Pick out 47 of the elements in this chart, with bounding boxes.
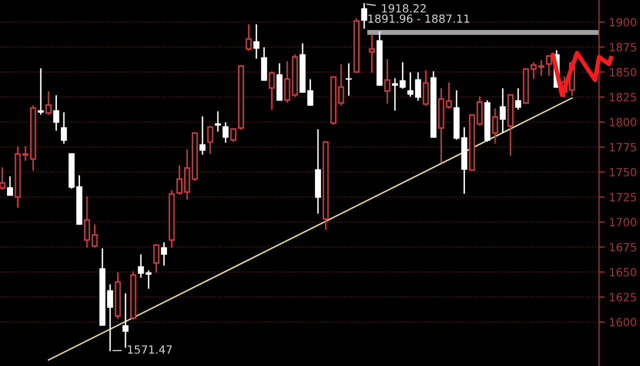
y-tick-label: 1725 (610, 192, 636, 202)
candlestick (230, 128, 236, 142)
y-tick-label: 1825 (610, 92, 636, 102)
candlestick (7, 176, 14, 196)
annotation: 1918.22 (382, 4, 426, 13)
candlestick (492, 108, 498, 144)
candlestick (222, 122, 229, 143)
candlestick (346, 63, 352, 96)
candlestick (307, 79, 314, 106)
y-tick-label: 1700 (610, 218, 636, 226)
y-tick-label: 1775 (610, 143, 636, 152)
candlestick (60, 112, 67, 144)
candlestick (253, 24, 260, 59)
candlestick (538, 60, 544, 76)
candlestick (214, 111, 221, 132)
annotation: 1571.47 (128, 345, 172, 354)
candlestick (261, 47, 268, 81)
candlestick (199, 116, 206, 155)
candlestick (153, 244, 160, 273)
candlestick (207, 126, 214, 154)
candlestick (246, 24, 252, 51)
y-tick-label: 1800 (610, 118, 636, 126)
y-tick-label: 1625 (610, 292, 636, 302)
candlestick (284, 61, 290, 103)
y-tick-label: 1875 (610, 42, 636, 52)
candlestick (446, 82, 452, 109)
y-tick-label: 1900 (610, 18, 636, 26)
y-tick-label: 1850 (610, 68, 636, 76)
y-tick-label: 1650 (610, 268, 636, 276)
candlestick (38, 68, 44, 115)
candlestick (384, 59, 390, 104)
candlestick (422, 70, 429, 106)
candlestick (515, 88, 522, 110)
candlestick (268, 71, 275, 110)
candlestick (53, 95, 60, 131)
candlestick (122, 293, 128, 348)
candlestick (46, 91, 52, 115)
y-tick-label: 1600 (610, 318, 636, 326)
candlestick (368, 34, 375, 73)
candlestick (361, 3, 368, 29)
candlestick (0, 167, 6, 190)
candlestick (160, 242, 167, 266)
candlestick (546, 55, 552, 76)
candlestick (500, 88, 506, 133)
y-tick-label: 1675 (610, 242, 636, 252)
y-tick-label: 1750 (610, 168, 636, 176)
band-label: 1891.96 - 1887.11 (368, 14, 470, 23)
